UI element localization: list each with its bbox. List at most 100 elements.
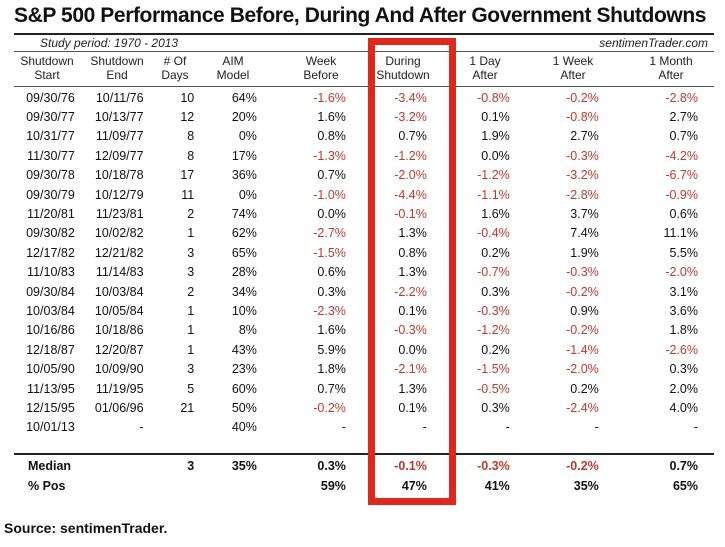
table-cell: 21 [180,400,195,415]
table-cell: -2.8% [566,187,599,202]
table-cell: 17% [231,148,257,163]
table-cell: 11/20/81 [27,207,75,222]
table-cell: 09/30/77 [26,110,75,125]
table-cell: -3.2% [394,110,427,125]
table-cell: 0.6% [317,265,346,280]
table-cell: 0.3% [481,400,510,415]
table-cell: -2.1% [394,362,427,377]
table-cell: -0.1% [394,207,427,222]
column-header-line: After [658,68,684,82]
column-header: Week Before [286,54,356,82]
column-header: 1 Day After [450,54,520,82]
column-header-line: During [385,54,421,68]
table-cell: 10/03/84 [94,284,144,299]
column-header-line: After [560,68,586,82]
table-cell: 1 [187,323,195,338]
column-header: Shutdown Start [12,54,82,82]
table-cell: 10/03/84 [26,303,75,318]
table-cell: 40% [231,420,257,435]
table-cell: -0.3% [477,303,510,318]
table-cell: 28% [231,265,257,280]
column-header-line: 1 Week [552,54,594,68]
table-row: 10/05/90 10/09/90 3 23% 1.8% -2.1% -1.5% -2.0% 0… [14,359,714,378]
table-cell: 10/11/76 [95,90,144,105]
table-cell: 10/16/86 [26,323,75,338]
table-cell: -1.0% [313,187,346,202]
table-cell: 3.1% [669,284,699,299]
table-cell: -0.7% [477,265,510,280]
column-header-line: Week [305,54,337,68]
table-cell: 01/06/96 [94,400,144,415]
table-cell: -0.3% [477,459,510,473]
table-cell: 09/30/79 [26,187,75,202]
table-cell: 2.0% [669,381,699,396]
table-cell: - [693,420,698,435]
table-cell: -1.1% [477,187,510,202]
table-cell: 09/30/84 [26,284,75,299]
table-cell: 10/02/82 [94,226,144,241]
summary-row: % Pos 59% 47% 41% 35% 65% [14,476,714,496]
column-header-line: # Of [163,54,187,68]
table-cell: 0.2% [481,245,510,260]
table-cell: - [505,420,510,435]
table-cell: 0.1% [398,303,427,318]
table-cell: - [341,420,346,435]
table-cell: 59% [320,479,346,493]
table-cell: 1.3% [398,381,427,396]
table-cell: -0.8% [477,90,510,105]
table-cell: -0.4% [477,226,510,241]
table-cell: 5 [187,381,195,396]
table-cell: 10/18/78 [94,168,144,183]
table-cell: -0.2% [566,284,599,299]
table-cell: 5.5% [669,245,699,260]
column-header-line: Start [34,68,60,82]
table-cell: 0.7% [398,129,427,144]
table-cell: -2.0% [394,168,427,183]
table-cell: 0.3% [317,284,346,299]
column-header-line: After [472,68,498,82]
table-cell: -1.6% [313,90,346,105]
table-cell: 23% [231,362,257,377]
table-cell: 0.2% [570,381,599,396]
table-cell: 0.3% [669,362,699,377]
table-cell: 12/20/87 [94,342,144,357]
table-cell [154,476,213,496]
table-cell: 8 [187,129,195,144]
table-cell: -0.5% [477,381,510,396]
table-cell: 2 [187,284,195,299]
table-cell: 0.2% [481,342,510,357]
column-header: Shutdown End [82,54,152,82]
table-cell: -3.4% [394,90,427,105]
table-cell: -0.9% [665,187,698,202]
table-cell: 1 [187,226,195,241]
table-row: 12/17/82 12/21/82 3 65% -1.5% 0.8% 0.2% 1.9% 5.5… [14,243,714,262]
column-header-line: 1 Month [649,54,693,68]
table-cell: -2.2% [394,284,427,299]
column-header-line: AIM [222,54,244,68]
table-cell: 11/09/77 [95,129,144,144]
table-cell: 1.8% [317,362,346,377]
column-header: AIM Model [198,54,268,82]
table-cell [83,476,154,496]
table-cell: 1.6% [317,323,346,338]
table-cell: -2.0% [566,362,599,377]
table-cell: 3 [187,245,195,260]
table-cell: 50% [231,400,257,415]
table-cell: 3 [187,265,195,280]
table-row: 09/30/79 10/12/79 11 0% -1.0% -4.4% -1.1% -2.8%… [14,185,714,204]
table-cell: Median [28,459,72,473]
summary-rule [14,453,714,455]
table-cell: 1.3% [398,265,427,280]
column-header: During Shutdown [368,54,438,82]
table-cell: 0.0% [317,207,346,222]
table-cell: 12/09/77 [94,148,144,163]
table-cell: 35% [231,459,257,473]
column-header-line: Shutdown [376,68,430,82]
table-cell: 1.9% [481,129,510,144]
table-cell: 11/13/95 [27,381,75,396]
table-cell: -0.3% [394,323,427,338]
summary-table: Median 3 35% 0.3% -0.1% -0.3% -0.2% 0.7% % Pos 59… [14,456,714,496]
table-cell: -1.4% [566,342,599,357]
table-cell: 11/19/95 [95,381,144,396]
table-cell: 1 [187,342,195,357]
